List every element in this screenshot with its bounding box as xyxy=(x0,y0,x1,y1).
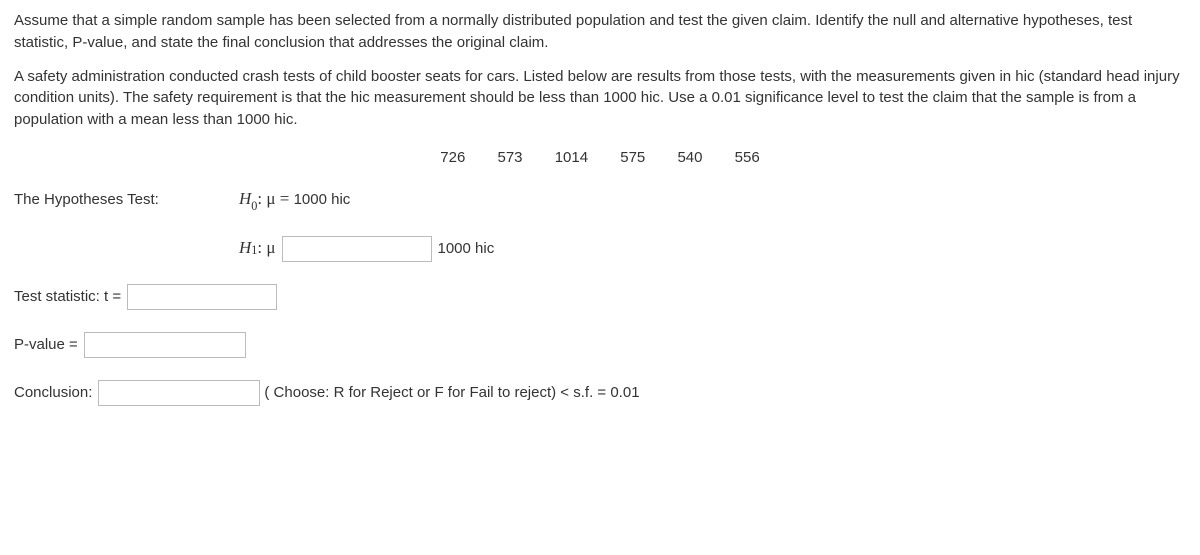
test-statistic-row: Test statistic: t = xyxy=(14,284,1186,310)
intro-paragraph-2: A safety administration conducted crash … xyxy=(14,66,1186,131)
hypotheses-label: The Hypotheses Test: xyxy=(14,189,239,211)
test-statistic-label: Test statistic: t = xyxy=(14,286,121,308)
test-statistic-input[interactable] xyxy=(127,284,277,310)
h1-colon-mu: : μ xyxy=(257,236,275,261)
data-value: 1014 xyxy=(555,147,588,169)
hypotheses-h1-row: H1: μ 1000 hic xyxy=(14,236,1186,262)
h1-letter: H xyxy=(239,236,251,261)
data-value: 573 xyxy=(498,147,523,169)
hypotheses-h0-row: The Hypotheses Test: H0: μ = 1000 hic xyxy=(14,187,1186,214)
data-value: 575 xyxy=(620,147,645,169)
h0-letter: H xyxy=(239,189,251,208)
conclusion-hint: ( Choose: R for Reject or F for Fail to … xyxy=(264,382,639,404)
h0-colon-mu-eq: : μ = xyxy=(257,189,293,208)
intro-paragraph-1: Assume that a simple random sample has b… xyxy=(14,10,1186,54)
h1-operator-input[interactable] xyxy=(282,236,432,262)
conclusion-label: Conclusion: xyxy=(14,382,92,404)
data-values-line: 726 573 1014 575 540 556 xyxy=(14,147,1186,169)
p-value-input[interactable] xyxy=(84,332,246,358)
h0-value: 1000 hic xyxy=(294,191,351,208)
h1-sub: 1 xyxy=(251,242,257,260)
conclusion-row: Conclusion: ( Choose: R for Reject or F … xyxy=(14,380,1186,406)
h1-after-text: 1000 hic xyxy=(438,238,495,260)
data-value: 540 xyxy=(677,147,702,169)
h0-expression: H0: μ = 1000 hic xyxy=(239,187,350,214)
data-value: 556 xyxy=(735,147,760,169)
h1-expression: H1: μ 1000 hic xyxy=(239,236,494,262)
data-value: 726 xyxy=(440,147,465,169)
p-value-row: P-value = xyxy=(14,332,1186,358)
p-value-label: P-value = xyxy=(14,334,78,356)
h0-sub: 0 xyxy=(251,199,257,213)
conclusion-input[interactable] xyxy=(98,380,260,406)
